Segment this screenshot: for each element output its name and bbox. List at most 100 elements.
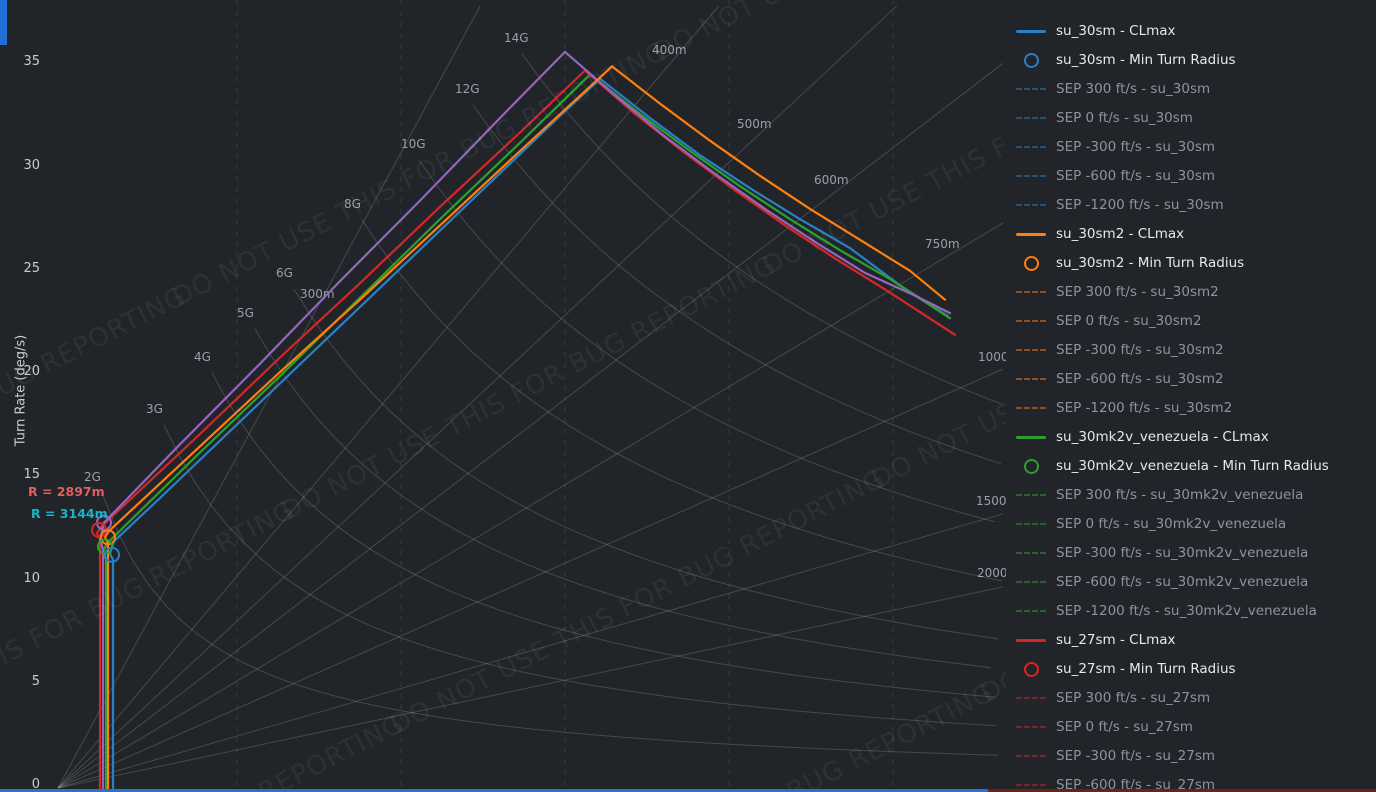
legend-dashed-swatch <box>1016 494 1046 496</box>
legend-dashed-swatch <box>1016 610 1046 612</box>
legend-item-sep-600-ft-s-su-30sm[interactable]: SEP -600 ft/s - su_30sm <box>1008 162 1376 191</box>
g-line-8g <box>361 219 1003 582</box>
legend-item-sep-1200-ft-s-su-30sm2[interactable]: SEP -1200 ft/s - su_30sm2 <box>1008 394 1376 423</box>
marker-su-30sm2-min-turn-radius[interactable] <box>100 529 116 546</box>
radius-label-1000m: 1000m <box>978 350 1006 364</box>
legend-item-label: SEP 0 ft/s - su_30sm <box>1056 110 1193 126</box>
radius-label-750m: 750m <box>925 237 960 251</box>
legend-item-label: su_30sm - CLmax <box>1056 23 1176 39</box>
g-line-12g <box>472 104 1002 465</box>
legend-item-sep-300-ft-s-su-30sm[interactable]: SEP 300 ft/s - su_30sm <box>1008 75 1376 104</box>
legend-circle-swatch <box>1023 458 1039 474</box>
legend-dashed-swatch <box>1016 204 1046 206</box>
legend-item-label: SEP 0 ft/s - su_30mk2v_venezuela <box>1056 516 1287 532</box>
legend: su_30sm - CLmax su_30sm - Min Turn Radius… <box>1008 0 1376 792</box>
marker-su-30sm-min-turn-radius[interactable] <box>104 546 120 563</box>
legend-item-label: SEP -600 ft/s - su_27sm <box>1056 777 1216 792</box>
legend-item-sep-300-ft-s-su-30sm[interactable]: SEP -300 ft/s - su_30sm <box>1008 133 1376 162</box>
y-tick-label: 25 <box>23 260 40 276</box>
radius-label-400m: 400m <box>652 43 687 57</box>
radius-label-600m: 600m <box>814 173 849 187</box>
legend-item-sep-300-ft-s-su-30mk2v-venezuela[interactable]: SEP 300 ft/s - su_30mk2v_venezuela <box>1008 481 1376 510</box>
g-label-8g: 8G <box>344 197 361 211</box>
legend-item-label: SEP 300 ft/s - su_27sm <box>1056 690 1211 706</box>
legend-item-sep-1200-ft-s-su-30sm[interactable]: SEP -1200 ft/s - su_30sm <box>1008 191 1376 220</box>
g-label-3g: 3G <box>146 402 163 416</box>
radius-annotation: R = 3144m <box>31 506 108 521</box>
g-label-5g: 5G <box>237 306 254 320</box>
legend-circle-swatch <box>1023 255 1039 271</box>
legend-item-su-30sm-min-turn-radius[interactable]: su_30sm - Min Turn Radius <box>1008 46 1376 75</box>
legend-item-sep-300-ft-s-su-30sm2[interactable]: SEP 300 ft/s - su_30sm2 <box>1008 278 1376 307</box>
legend-item-sep-0-ft-s-su-30sm[interactable]: SEP 0 ft/s - su_30sm <box>1008 104 1376 133</box>
legend-item-label: SEP -1200 ft/s - su_30sm2 <box>1056 400 1233 416</box>
bottom-accent-right <box>988 789 1376 792</box>
g-line-10g <box>418 159 996 523</box>
legend-dashed-swatch <box>1016 552 1046 554</box>
legend-dashed-swatch <box>1016 88 1046 90</box>
legend-dashed-swatch <box>1016 523 1046 525</box>
legend-item-sep-0-ft-s-su-27sm[interactable]: SEP 0 ft/s - su_27sm <box>1008 713 1376 742</box>
radius-line-750m <box>57 222 1004 789</box>
legend-item-su-30mk2v-venezuela-clmax[interactable]: su_30mk2v_venezuela - CLmax <box>1008 423 1376 452</box>
g-label-14g: 14G <box>504 31 529 45</box>
series-line-su-30sm2-clmax[interactable] <box>103 65 947 792</box>
radius-label-2000m: 2000m <box>977 566 1006 580</box>
y-tick-label: 20 <box>23 364 40 379</box>
legend-dashed-swatch <box>1016 349 1046 351</box>
legend-item-sep-1200-ft-s-su-30mk2v-venezuela[interactable]: SEP -1200 ft/s - su_30mk2v_venezuela <box>1008 597 1376 626</box>
legend-item-label: SEP -300 ft/s - su_27sm <box>1056 748 1216 764</box>
legend-item-sep-0-ft-s-su-30sm2[interactable]: SEP 0 ft/s - su_30sm2 <box>1008 307 1376 336</box>
legend-item-su-27sm-clmax[interactable]: su_27sm - CLmax <box>1008 626 1376 655</box>
legend-item-label: SEP 300 ft/s - su_30sm <box>1056 81 1211 97</box>
legend-item-su-30sm-clmax[interactable]: su_30sm - CLmax <box>1008 17 1376 46</box>
legend-item-sep-600-ft-s-su-27sm[interactable]: SEP -600 ft/s - su_27sm <box>1008 771 1376 792</box>
legend-line-swatch <box>1016 638 1046 642</box>
series-line-su-30sm-clmax[interactable] <box>108 77 950 792</box>
legend-dashed-swatch <box>1016 407 1046 409</box>
legend-item-sep-0-ft-s-su-30mk2v-venezuela[interactable]: SEP 0 ft/s - su_30mk2v_venezuela <box>1008 510 1376 539</box>
legend-item-sep-300-ft-s-su-30sm2[interactable]: SEP -300 ft/s - su_30sm2 <box>1008 336 1376 365</box>
legend-item-label: su_30mk2v_venezuela - CLmax <box>1056 429 1269 445</box>
series-line-su-30mk2v-venezuela-clmax[interactable] <box>101 73 952 792</box>
legend-item-label: SEP 0 ft/s - su_30sm2 <box>1056 313 1202 329</box>
legend-item-sep-300-ft-s-su-27sm[interactable]: SEP 300 ft/s - su_27sm <box>1008 684 1376 713</box>
legend-dashed-swatch <box>1016 291 1046 293</box>
legend-item-label: su_30sm - Min Turn Radius <box>1056 52 1236 68</box>
g-label-2g: 2G <box>84 470 101 484</box>
legend-item-sep-300-ft-s-su-27sm[interactable]: SEP -300 ft/s - su_27sm <box>1008 742 1376 771</box>
chart-canvas[interactable]: 300m 400m 500m 600m 750m 1000m 1500m 2000m 2G 3G 4… <box>0 0 1006 792</box>
legend-circle-swatch <box>1023 52 1039 68</box>
legend-dashed-swatch <box>1016 378 1046 380</box>
legend-item-su-30sm2-min-turn-radius[interactable]: su_30sm2 - Min Turn Radius <box>1008 249 1376 278</box>
radius-line-2000m <box>57 586 1004 789</box>
radius-line-500m <box>57 5 898 789</box>
g-line-6g <box>293 288 999 640</box>
legend-item-label: SEP -300 ft/s - su_30sm <box>1056 139 1216 155</box>
legend-item-label: SEP -1200 ft/s - su_30mk2v_venezuela <box>1056 603 1317 619</box>
legend-item-sep-300-ft-s-su-30mk2v-venezuela[interactable]: SEP -300 ft/s - su_30mk2v_venezuela <box>1008 539 1376 568</box>
g-label-12g: 12G <box>455 82 480 96</box>
legend-item-su-30sm2-clmax[interactable]: su_30sm2 - CLmax <box>1008 220 1376 249</box>
legend-dashed-swatch <box>1016 581 1046 583</box>
g-line-3g <box>163 424 997 727</box>
g-line-5g <box>254 328 992 669</box>
radius-line-400m <box>57 5 720 789</box>
legend-dashed-swatch <box>1016 726 1046 728</box>
legend-line-swatch <box>1016 435 1046 439</box>
legend-dashed-swatch <box>1016 320 1046 322</box>
radius-line-1500m <box>57 513 1004 789</box>
legend-item-su-30mk2v-venezuela-min-turn-radius[interactable]: su_30mk2v_venezuela - Min Turn Radius <box>1008 452 1376 481</box>
legend-item-su-27sm-min-turn-radius[interactable]: su_27sm - Min Turn Radius <box>1008 655 1376 684</box>
radius-label-300m: 300m <box>300 287 335 301</box>
legend-dashed-swatch <box>1016 117 1046 119</box>
legend-item-label: SEP 300 ft/s - su_30sm2 <box>1056 284 1219 300</box>
legend-item-sep-600-ft-s-su-30mk2v-venezuela[interactable]: SEP -600 ft/s - su_30mk2v_venezuela <box>1008 568 1376 597</box>
y-axis-label: Turn Rate (deg/s) <box>13 334 29 447</box>
turn-rate-chart[interactable]: 300m 400m 500m 600m 750m 1000m 1500m 2000m 2G 3G 4… <box>0 0 1006 792</box>
legend-dashed-swatch <box>1016 755 1046 757</box>
y-tick-label: 5 <box>31 673 40 689</box>
legend-item-label: SEP -600 ft/s - su_30sm <box>1056 168 1216 184</box>
legend-item-sep-600-ft-s-su-30sm2[interactable]: SEP -600 ft/s - su_30sm2 <box>1008 365 1376 394</box>
legend-item-label: SEP -300 ft/s - su_30mk2v_venezuela <box>1056 545 1309 561</box>
